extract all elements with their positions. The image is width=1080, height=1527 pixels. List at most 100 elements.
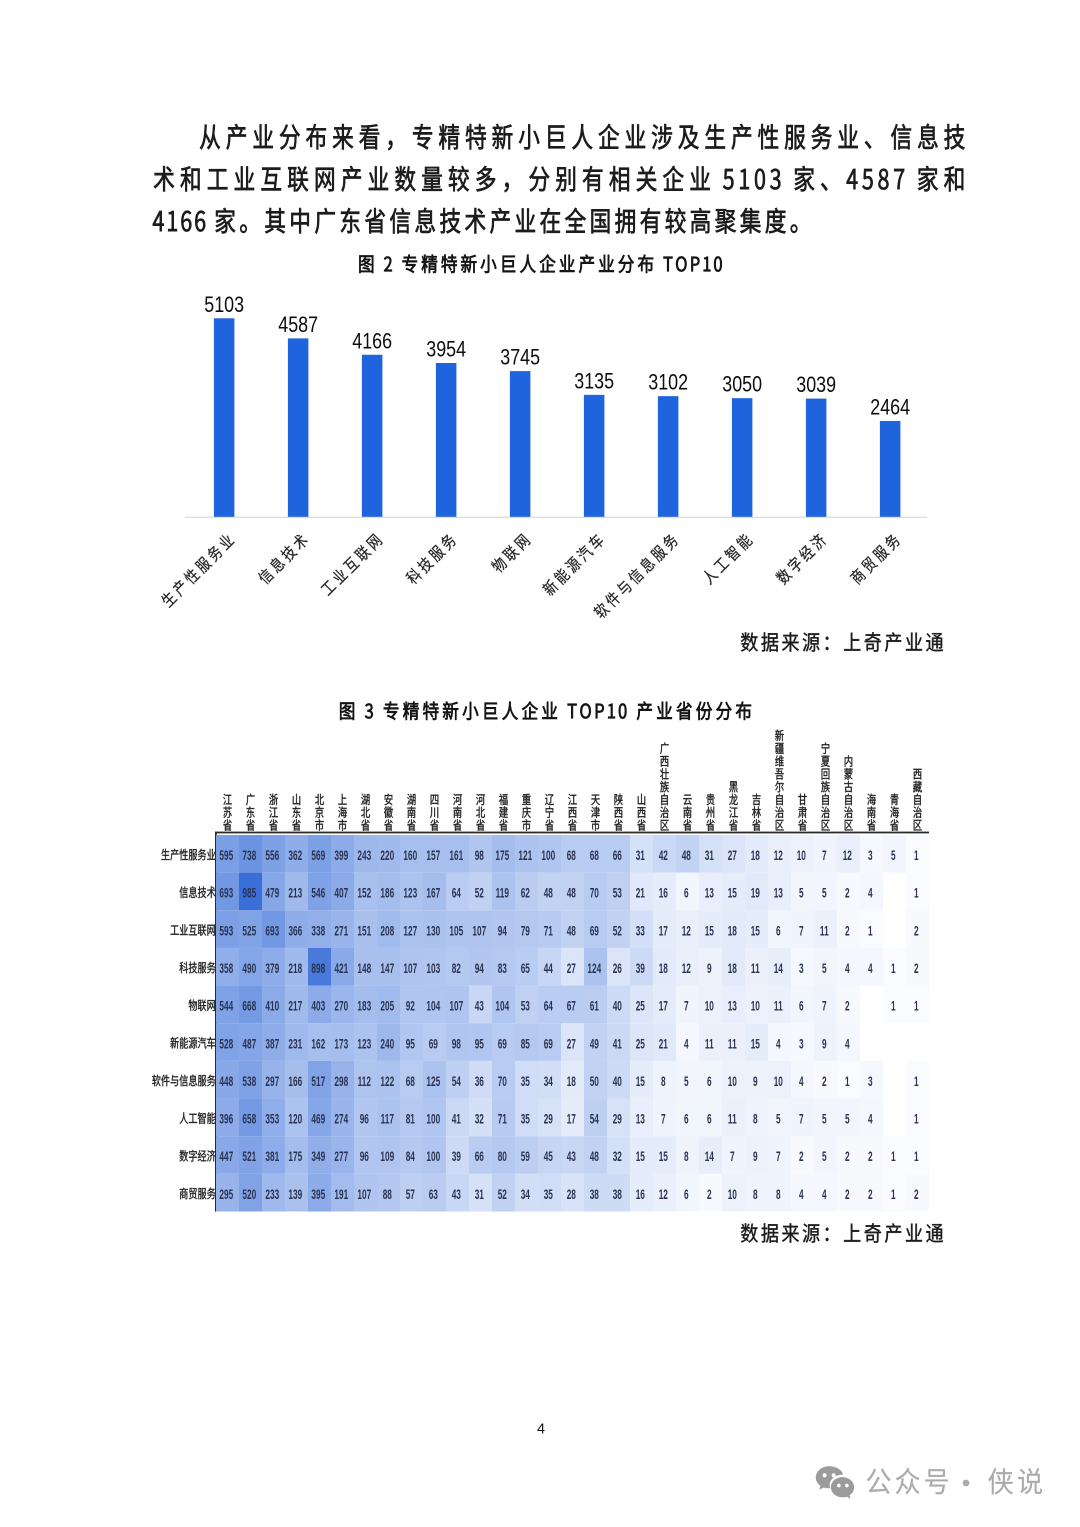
svg-text:17: 17 <box>659 924 668 939</box>
svg-text:9: 9 <box>707 962 712 977</box>
svg-text:54: 54 <box>452 1075 462 1090</box>
svg-text:358: 358 <box>219 962 233 977</box>
svg-text:7: 7 <box>730 1150 735 1165</box>
svg-text:104: 104 <box>426 1000 440 1015</box>
svg-text:17: 17 <box>659 1000 668 1015</box>
svg-text:31: 31 <box>636 849 645 864</box>
svg-text:9: 9 <box>753 1075 758 1090</box>
svg-text:270: 270 <box>334 1000 348 1015</box>
svg-text:4: 4 <box>868 1113 873 1128</box>
svg-text:349: 349 <box>311 1150 325 1165</box>
svg-text:4: 4 <box>684 1037 689 1052</box>
svg-text:11: 11 <box>820 924 829 939</box>
svg-text:48: 48 <box>567 887 576 902</box>
svg-text:48: 48 <box>682 849 691 864</box>
svg-text:85: 85 <box>521 1037 530 1052</box>
svg-text:231: 231 <box>288 1037 302 1052</box>
svg-text:88: 88 <box>383 1188 392 1203</box>
svg-text:41: 41 <box>613 1037 622 1052</box>
svg-text:71: 71 <box>498 1113 507 1128</box>
svg-text:3: 3 <box>868 849 873 864</box>
svg-text:94: 94 <box>475 962 485 977</box>
svg-text:240: 240 <box>380 1037 394 1052</box>
svg-text:1: 1 <box>914 1150 919 1165</box>
svg-text:12: 12 <box>682 962 691 977</box>
svg-text:100: 100 <box>426 1150 440 1165</box>
svg-text:32: 32 <box>475 1113 484 1128</box>
svg-text:31: 31 <box>705 849 714 864</box>
svg-text:520: 520 <box>242 1188 256 1203</box>
svg-text:399: 399 <box>334 849 348 864</box>
svg-text:4587: 4587 <box>278 313 318 337</box>
svg-text:3: 3 <box>799 962 804 977</box>
svg-text:16: 16 <box>659 887 668 902</box>
svg-text:2: 2 <box>845 887 850 902</box>
svg-text:160: 160 <box>403 849 417 864</box>
svg-text:9: 9 <box>753 1150 758 1165</box>
svg-text:213: 213 <box>288 887 302 902</box>
svg-text:15: 15 <box>636 1150 645 1165</box>
svg-text:27: 27 <box>567 962 576 977</box>
svg-text:34: 34 <box>521 1188 531 1203</box>
svg-text:517: 517 <box>311 1075 325 1090</box>
svg-text:92: 92 <box>406 1000 415 1015</box>
svg-text:403: 403 <box>311 1000 325 1015</box>
svg-text:3954: 3954 <box>426 338 466 362</box>
svg-text:68: 68 <box>567 849 576 864</box>
svg-text:124: 124 <box>587 962 601 977</box>
svg-text:64: 64 <box>452 887 462 902</box>
svg-text:3050: 3050 <box>722 373 762 397</box>
svg-text:44: 44 <box>544 962 554 977</box>
svg-text:29: 29 <box>613 1113 622 1128</box>
svg-text:2464: 2464 <box>870 396 910 420</box>
svg-text:4: 4 <box>845 1037 850 1052</box>
svg-text:208: 208 <box>380 924 394 939</box>
svg-text:107: 107 <box>449 1000 463 1015</box>
svg-text:8: 8 <box>661 1075 666 1090</box>
svg-text:2: 2 <box>799 1150 804 1165</box>
svg-text:4: 4 <box>868 962 873 977</box>
svg-text:1: 1 <box>891 1188 896 1203</box>
svg-text:2: 2 <box>845 1150 850 1165</box>
svg-text:69: 69 <box>498 1037 507 1052</box>
svg-text:117: 117 <box>381 1113 394 1128</box>
svg-text:80: 80 <box>498 1150 507 1165</box>
svg-text:100: 100 <box>426 1113 440 1128</box>
svg-text:95: 95 <box>406 1037 415 1052</box>
svg-text:274: 274 <box>334 1113 348 1128</box>
svg-text:35: 35 <box>544 1188 553 1203</box>
svg-text:2: 2 <box>868 1188 873 1203</box>
svg-text:5: 5 <box>845 1113 850 1128</box>
svg-text:69: 69 <box>429 1037 438 1052</box>
svg-text:98: 98 <box>475 849 484 864</box>
svg-text:7: 7 <box>799 924 804 939</box>
svg-text:98: 98 <box>452 1037 461 1052</box>
svg-text:3102: 3102 <box>648 371 688 395</box>
svg-text:40: 40 <box>613 1000 622 1015</box>
svg-text:6: 6 <box>707 1113 712 1128</box>
svg-text:53: 53 <box>613 887 622 902</box>
svg-text:1: 1 <box>891 1150 896 1165</box>
svg-text:387: 387 <box>265 1037 279 1052</box>
svg-text:4: 4 <box>537 1422 545 1438</box>
svg-text:70: 70 <box>590 887 599 902</box>
svg-text:125: 125 <box>426 1075 440 1090</box>
svg-text:11: 11 <box>751 962 760 977</box>
svg-text:4: 4 <box>845 962 850 977</box>
svg-text:1: 1 <box>868 924 873 939</box>
svg-text:898: 898 <box>311 962 325 977</box>
svg-text:38: 38 <box>613 1188 622 1203</box>
svg-text:64: 64 <box>544 1000 554 1015</box>
svg-text:66: 66 <box>613 849 622 864</box>
svg-text:52: 52 <box>613 924 622 939</box>
svg-text:11: 11 <box>705 1037 714 1052</box>
svg-text:2: 2 <box>822 1075 827 1090</box>
svg-text:985: 985 <box>242 887 256 902</box>
svg-text:96: 96 <box>360 1113 369 1128</box>
svg-text:8: 8 <box>684 1150 689 1165</box>
svg-text:693: 693 <box>219 887 233 902</box>
svg-text:166: 166 <box>288 1075 302 1090</box>
svg-text:10: 10 <box>797 849 806 864</box>
svg-text:1: 1 <box>914 1075 919 1090</box>
svg-text:13: 13 <box>728 1000 737 1015</box>
